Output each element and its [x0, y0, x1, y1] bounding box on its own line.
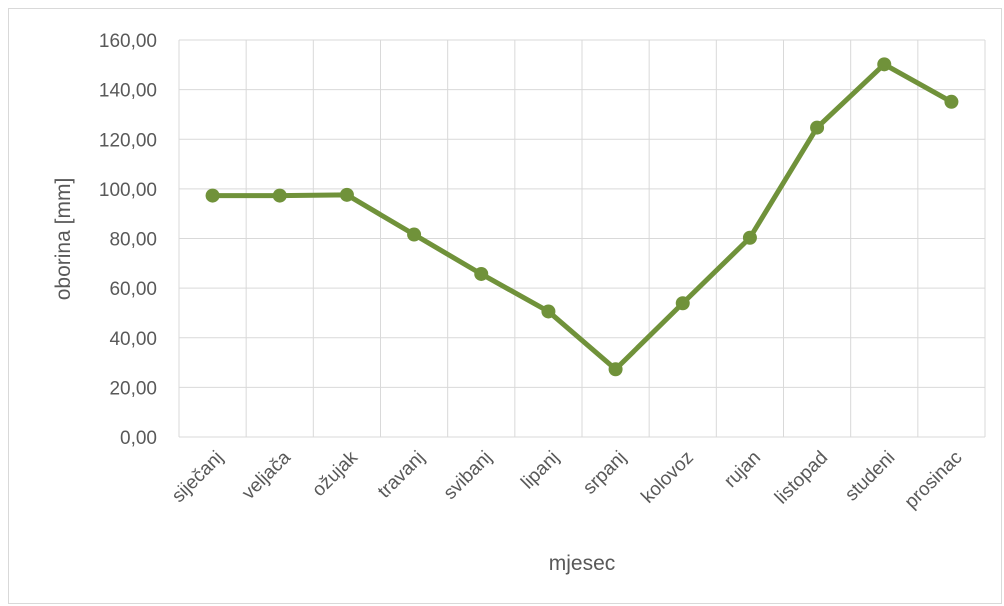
x-tick-label: veljača	[238, 447, 295, 504]
x-tick-label: kolovoz	[637, 447, 697, 507]
x-axis-ticks: siječanj veljača ožujak travanj svibanj lipan…	[168, 447, 966, 513]
x-axis-title: mjesec	[549, 552, 616, 575]
data-point	[541, 304, 556, 319]
y-axis-ticks: 0,00 20,00 40,00 60,00 80,00 100,00 120,00 140,…	[99, 31, 157, 449]
y-tick-label: 40,00	[109, 329, 157, 350]
y-tick-label: 120,00	[99, 130, 157, 151]
x-tick-label: lipanj	[517, 447, 563, 493]
data-point	[877, 57, 892, 72]
y-tick-label: 0,00	[120, 428, 157, 449]
y-axis-title: oborina [mm]	[52, 178, 75, 301]
x-tick-label: svibanj	[440, 447, 497, 504]
data-point	[339, 187, 354, 202]
data-point	[608, 362, 623, 377]
x-tick-label: srpanj	[579, 447, 630, 498]
data-point	[810, 120, 825, 135]
grid-lines	[178, 39, 986, 438]
data-point	[944, 94, 959, 109]
y-tick-label: 100,00	[99, 180, 157, 201]
x-tick-label: prosinac	[901, 447, 967, 513]
x-tick-label: listopad	[771, 447, 832, 508]
x-tick-label: studeni	[841, 447, 899, 505]
y-tick-label: 60,00	[109, 279, 157, 300]
x-tick-label: ožujak	[308, 447, 362, 501]
data-point	[205, 188, 220, 203]
y-tick-label: 20,00	[109, 378, 157, 399]
x-tick-label: rujan	[720, 447, 765, 492]
data-point	[272, 188, 287, 203]
data-point	[675, 296, 690, 311]
y-tick-label: 160,00	[99, 31, 157, 52]
series-line	[210, 61, 954, 372]
y-tick-label: 140,00	[99, 81, 157, 102]
data-points	[205, 57, 959, 377]
x-tick-label: travanj	[374, 447, 429, 502]
data-point	[407, 227, 422, 242]
data-point	[742, 230, 757, 245]
data-point	[474, 266, 489, 281]
x-tick-label: siječanj	[168, 447, 228, 507]
y-tick-label: 80,00	[109, 230, 157, 251]
